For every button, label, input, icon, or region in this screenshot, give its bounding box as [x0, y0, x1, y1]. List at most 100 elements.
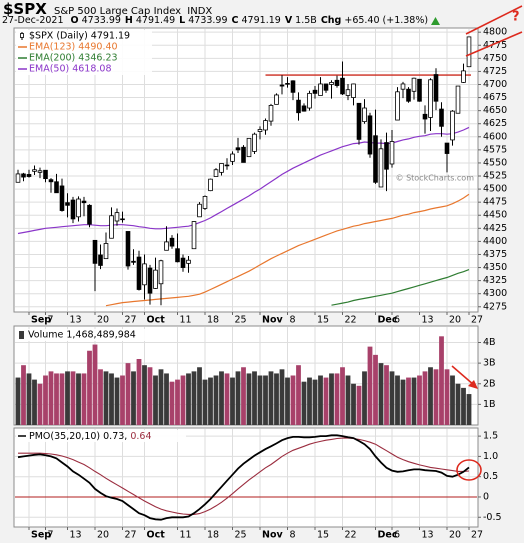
candle-body — [197, 203, 202, 218]
candle-body — [54, 181, 59, 194]
candle-body — [301, 105, 307, 112]
volume-bar — [444, 369, 450, 425]
quote-value: 4791.49 — [135, 15, 176, 26]
volume-bar — [92, 344, 98, 425]
header-quote: 27-Dec-2021 O 4733.99 H 4791.49 L 4733.99 C 479… — [2, 15, 441, 26]
volume-bar — [131, 371, 136, 425]
x-tick-label: 18 — [207, 315, 219, 326]
volume-bar — [439, 336, 444, 425]
volume-bar — [257, 375, 263, 425]
legend-text: PMO(35,20,10) 0.73, 0.64 — [29, 431, 152, 442]
y-tick-label: 4575 — [483, 144, 507, 155]
candle-body — [219, 163, 224, 173]
volume-bar — [378, 363, 384, 425]
volume-bar — [285, 377, 290, 425]
candle-body — [98, 254, 103, 266]
candle-body — [142, 263, 147, 286]
volume-bar — [109, 373, 114, 425]
candle-body — [147, 267, 153, 294]
volume-bar — [411, 377, 417, 425]
volume-bar — [461, 387, 466, 425]
volume-bar — [329, 373, 334, 425]
y-tick-label: 4750 — [483, 53, 507, 64]
volume-bar — [395, 375, 400, 425]
x-tick-label: Oct — [147, 315, 166, 326]
candle-body — [158, 260, 164, 285]
candle-body — [274, 94, 279, 105]
volume-bar — [296, 365, 301, 425]
y-tick-label: 4775 — [483, 40, 507, 51]
candle-body — [411, 77, 417, 92]
x-tick-label: 6 — [394, 530, 400, 541]
volume-bar — [384, 365, 389, 425]
candle-body — [202, 196, 208, 209]
volume-bar — [175, 379, 180, 425]
volume-bar — [422, 371, 428, 425]
watermark: © StockCharts.com — [396, 174, 475, 183]
volume-bar — [48, 371, 54, 425]
x-tick-label: Dec — [378, 530, 398, 541]
volume-bar — [21, 365, 26, 425]
y-tick-label: 4525 — [483, 171, 507, 182]
candle-body — [87, 204, 92, 225]
candle-body — [279, 84, 285, 87]
candle-body — [356, 102, 362, 140]
volume-bar — [367, 346, 373, 425]
legend-entry: $SPX (Daily) 4791.19 — [29, 31, 130, 42]
volume-bar — [191, 371, 197, 425]
candle-body — [76, 198, 81, 218]
candle-body — [373, 135, 378, 183]
volume-bar — [164, 373, 169, 425]
volume-bar — [389, 371, 395, 425]
highlight-circle — [456, 459, 482, 481]
annotations: ? — [451, 5, 523, 481]
volume-bar — [142, 365, 147, 425]
candle-body — [120, 218, 125, 221]
volume-bar — [213, 375, 219, 425]
candle-body — [169, 237, 175, 247]
y-tick-label: 4B — [483, 337, 496, 348]
volume-bar — [263, 375, 268, 425]
exchange: INDX — [187, 6, 213, 17]
candle-body — [131, 260, 136, 263]
y-tick-label: 1.0 — [483, 451, 498, 462]
volume-bar — [70, 371, 76, 425]
candle-body — [81, 200, 87, 204]
y-tick-label: 4800 — [483, 27, 507, 38]
volume-bar — [15, 377, 21, 425]
volume-bar — [417, 375, 422, 425]
volume-bar — [455, 383, 461, 425]
volume-bar — [208, 377, 213, 425]
candle-body — [246, 137, 252, 158]
volume-bar — [147, 367, 153, 425]
candle-body — [32, 169, 37, 172]
volume-bar — [318, 375, 323, 425]
pmo-line — [18, 437, 470, 515]
trend-line — [465, 5, 523, 35]
y-tick-label: 4425 — [483, 223, 507, 234]
quote-values: O 4733.99 H 4791.49 L 4733.99 C 4791.19 V 1.5B Chg… — [67, 15, 429, 26]
volume-bar — [290, 375, 296, 425]
quote-value: 4733.99 — [188, 15, 228, 26]
volume-bar — [59, 373, 65, 425]
candle-body — [450, 110, 455, 141]
volume-bar — [274, 373, 279, 425]
volume-bar — [312, 379, 318, 425]
candle-body — [26, 174, 32, 177]
candle-body — [389, 141, 395, 165]
candle-body — [164, 241, 169, 251]
candle-body — [103, 243, 109, 260]
volume-bar — [54, 373, 59, 425]
y-tick-label: 4400 — [483, 236, 507, 247]
y-tick-label: 2B — [483, 378, 496, 389]
candle-body — [345, 89, 351, 96]
ema-line — [331, 269, 470, 306]
candle-body — [263, 120, 268, 131]
volume-bar — [65, 371, 70, 425]
y-tick-label: 0 — [483, 491, 489, 502]
x-tick-label: 27 — [471, 315, 483, 326]
volume-bar — [373, 354, 378, 425]
volume-bar — [76, 373, 81, 425]
candle-body — [323, 83, 329, 91]
